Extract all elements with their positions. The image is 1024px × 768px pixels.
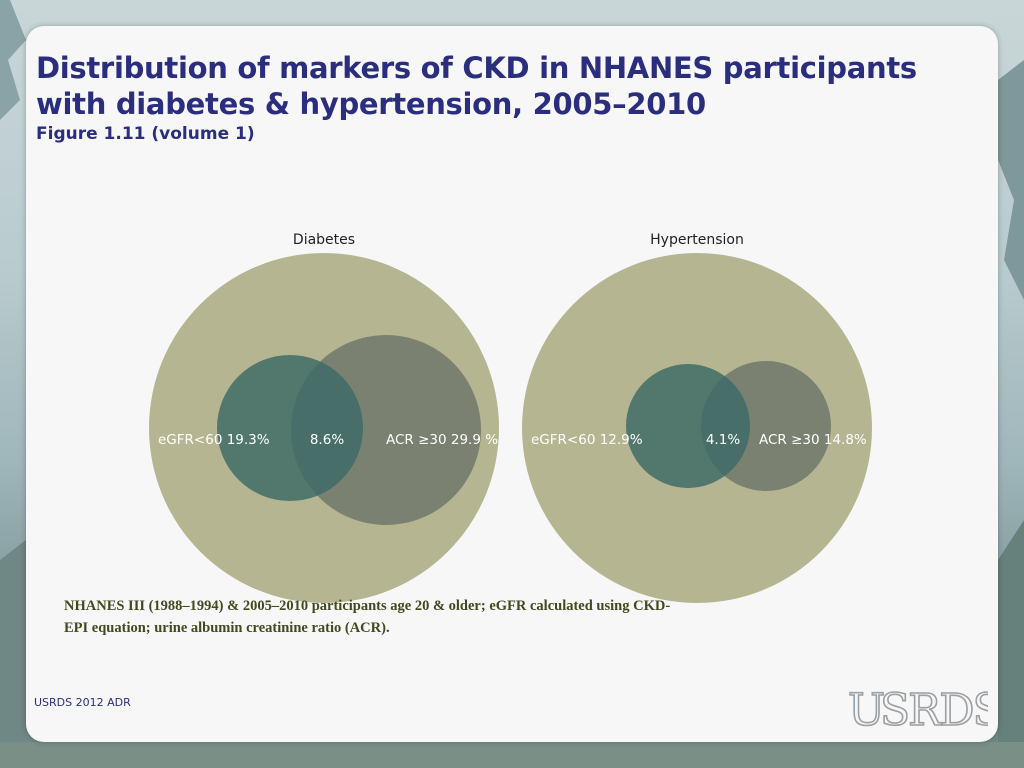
diabetes-venn-title: Diabetes	[293, 232, 355, 248]
hypertension-egfr-label: eGFR<60 12.9%	[531, 432, 643, 448]
hypertension-venn: Hypertension eGFR<60 12.9% 4.1% ACR ≥30 …	[522, 232, 872, 603]
usrds-logo: U SRDS	[847, 684, 988, 735]
diabetes-egfr-label: eGFR<60 19.3%	[158, 432, 270, 448]
footnote: NHANES III (1988–1994) & 2005–2010 parti…	[64, 598, 671, 636]
svg-text:SRDS: SRDS	[880, 685, 988, 735]
diabetes-overlap-label: 8.6%	[310, 432, 344, 448]
slide-subtitle: Figure 1.11 (volume 1)	[36, 124, 255, 144]
hypertension-acr-label: ACR ≥30 14.8%	[759, 432, 867, 448]
svg-text:U: U	[848, 685, 884, 735]
diabetes-acr-label: ACR ≥30 29.9 %	[386, 432, 498, 448]
footer-source: USRDS 2012 ADR	[34, 696, 131, 709]
diabetes-venn: Diabetes eGFR<60 19.3% 8.6% ACR ≥30 29.9…	[149, 232, 499, 603]
hypertension-venn-title: Hypertension	[650, 232, 744, 248]
slide-title: Distribution of markers of CKD in NHANES…	[36, 51, 917, 121]
hypertension-overlap-label: 4.1%	[706, 432, 740, 448]
diabetes-egfr-circle	[217, 355, 363, 501]
hypertension-egfr-circle	[626, 364, 750, 488]
